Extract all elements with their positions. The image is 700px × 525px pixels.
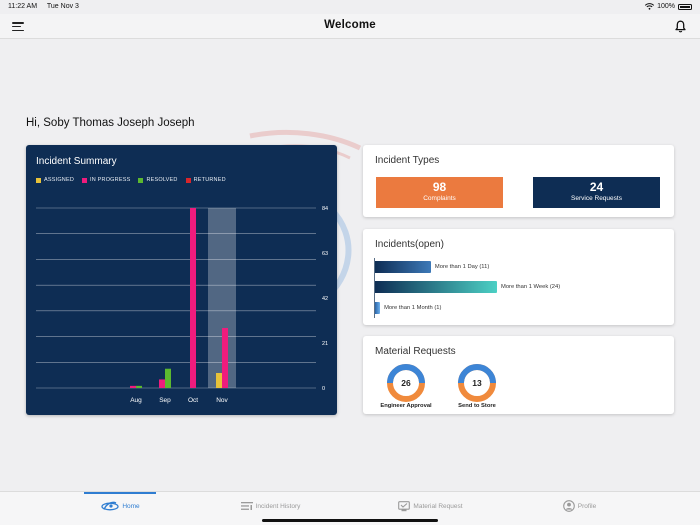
incident-types-title: Incident Types bbox=[375, 155, 440, 166]
incident-types-card: Incident Types 98 Complaints 24 Service … bbox=[363, 145, 674, 217]
status-time: 11:22 AM bbox=[8, 3, 38, 10]
engineer-approval-label: Engineer Approval bbox=[380, 403, 432, 409]
bar-in-progress[interactable] bbox=[222, 328, 228, 388]
open-bar bbox=[375, 261, 431, 273]
status-left: 11:22 AM Tue Nov 3 bbox=[8, 3, 87, 10]
service-requests-label: Service Requests bbox=[571, 195, 622, 202]
x-tick-label: Oct bbox=[188, 397, 198, 404]
incident-summary-card: Incident Summary ASSIGNED IN PROGRESS RE… bbox=[26, 145, 337, 415]
bell-icon[interactable] bbox=[675, 20, 686, 33]
legend-item-in-progress: IN PROGRESS bbox=[82, 177, 130, 183]
tab-label: Profile bbox=[577, 502, 597, 510]
battery-icon bbox=[678, 3, 692, 10]
status-right: 100% bbox=[645, 3, 692, 10]
legend-label: ASSIGNED bbox=[44, 177, 75, 183]
legend-swatch bbox=[36, 177, 41, 183]
y-tick-label: 21 bbox=[322, 341, 328, 347]
open-row-month[interactable]: More than 1 Month (1) bbox=[375, 302, 441, 314]
profile-icon bbox=[562, 500, 575, 512]
bar-assigned[interactable] bbox=[216, 373, 222, 388]
incidents-open-axis bbox=[374, 258, 375, 318]
engineer-approval-count: 26 bbox=[401, 378, 411, 388]
home-icon bbox=[101, 501, 119, 510]
x-tick-label: Nov bbox=[216, 397, 228, 404]
legend-swatch bbox=[82, 177, 88, 183]
status-bar: 11:22 AM Tue Nov 3 100% bbox=[0, 0, 700, 14]
material-requests-title: Material Requests bbox=[375, 346, 456, 357]
legend-swatch bbox=[185, 177, 191, 183]
page-title: Welcome bbox=[324, 19, 376, 31]
open-bar bbox=[375, 281, 497, 293]
wifi-icon bbox=[645, 3, 655, 10]
bar-in-progress[interactable] bbox=[159, 379, 165, 388]
send-to-store-label: Send to Store bbox=[458, 403, 496, 409]
send-to-store-count: 13 bbox=[472, 378, 482, 388]
greeting-text: Hi, Soby Thomas Joseph Joseph bbox=[26, 117, 195, 129]
tab-home[interactable]: Home bbox=[33, 492, 208, 520]
y-tick-label: 63 bbox=[322, 251, 328, 257]
service-requests-button[interactable]: 24 Service Requests bbox=[533, 177, 660, 208]
incidents-open-title: Incidents(open) bbox=[375, 239, 444, 250]
bar-resolved[interactable] bbox=[165, 368, 171, 388]
incident-summary-title: Incident Summary bbox=[36, 156, 117, 167]
tab-incident-history[interactable]: Incident History bbox=[183, 492, 358, 520]
tab-material-request[interactable]: Material Request bbox=[343, 492, 518, 520]
battery-percent: 100% bbox=[657, 3, 675, 10]
donut-ring bbox=[458, 364, 496, 402]
open-row-week[interactable]: More than 1 Week (24) bbox=[375, 281, 560, 293]
donut-ring bbox=[387, 364, 425, 402]
service-requests-count: 24 bbox=[589, 180, 604, 194]
bar-resolved[interactable] bbox=[136, 385, 142, 388]
legend-label: RETURNED bbox=[193, 177, 226, 183]
chart-legend: ASSIGNED IN PROGRESS RESOLVED RETURNED bbox=[36, 177, 226, 183]
y-tick-label: 84 bbox=[322, 206, 328, 212]
y-tick-label: 0 bbox=[322, 386, 325, 392]
bar-in-progress[interactable] bbox=[190, 208, 196, 388]
tab-profile[interactable]: Profile bbox=[492, 492, 667, 520]
open-bar bbox=[375, 302, 381, 314]
active-tab-indicator bbox=[84, 492, 156, 494]
open-label: More than 1 Week (24) bbox=[501, 284, 561, 290]
legend-item-assigned: ASSIGNED bbox=[36, 177, 74, 183]
bottom-tab-bar: Home Incident History Material Request P… bbox=[0, 491, 700, 525]
tab-label: Home bbox=[122, 502, 140, 510]
legend-label: RESOLVED bbox=[146, 177, 178, 183]
engineer-approval-donut[interactable]: 26 bbox=[386, 363, 426, 403]
y-tick-label: 42 bbox=[322, 296, 328, 302]
open-label: More than 1 Day (11) bbox=[434, 264, 490, 270]
legend-label: IN PROGRESS bbox=[90, 177, 131, 183]
incident-history-icon bbox=[240, 502, 253, 510]
incidents-open-card: Incidents(open) More than 1 Day (11) Mor… bbox=[363, 229, 674, 325]
legend-item-returned: RETURNED bbox=[185, 177, 226, 183]
tab-label: Material Request bbox=[413, 502, 463, 510]
open-label: More than 1 Month (1) bbox=[384, 305, 442, 311]
legend-swatch bbox=[138, 177, 144, 183]
incident-summary-chart: 84 63 42 21 0 Aug Sep Oct Nov bbox=[36, 206, 328, 404]
x-tick-label: Sep bbox=[159, 397, 171, 404]
open-row-day[interactable]: More than 1 Day (11) bbox=[375, 261, 489, 273]
send-to-store-donut[interactable]: 13 bbox=[457, 363, 497, 403]
complaints-label: Complaints bbox=[423, 195, 456, 202]
navigation-bar: Welcome bbox=[0, 14, 700, 39]
material-requests-card: Material Requests 26 Engineer Approval 1… bbox=[363, 336, 674, 414]
x-tick-label: Aug bbox=[130, 397, 142, 404]
bar-in-progress[interactable] bbox=[130, 385, 136, 388]
home-indicator bbox=[262, 519, 438, 522]
status-date: Tue Nov 3 bbox=[46, 3, 79, 10]
tab-label: Incident History bbox=[255, 502, 301, 510]
hamburger-menu-icon[interactable] bbox=[12, 22, 24, 31]
complaints-button[interactable]: 98 Complaints bbox=[376, 177, 503, 208]
complaints-count: 98 bbox=[432, 180, 447, 194]
material-request-icon bbox=[398, 500, 411, 511]
legend-item-resolved: RESOLVED bbox=[138, 177, 177, 183]
